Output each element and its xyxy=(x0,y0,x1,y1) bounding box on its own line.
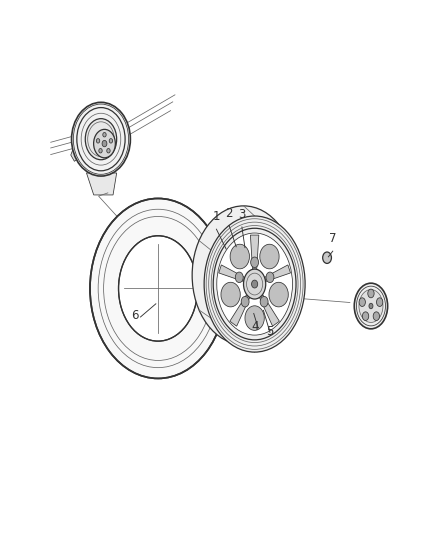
Ellipse shape xyxy=(106,149,110,153)
Text: 7: 7 xyxy=(328,232,336,245)
Ellipse shape xyxy=(358,298,364,306)
Ellipse shape xyxy=(265,272,273,282)
Ellipse shape xyxy=(71,102,130,176)
Ellipse shape xyxy=(353,283,387,329)
Ellipse shape xyxy=(99,149,102,153)
Polygon shape xyxy=(86,173,117,195)
Ellipse shape xyxy=(260,296,268,307)
Ellipse shape xyxy=(358,289,382,322)
Ellipse shape xyxy=(216,233,292,335)
Ellipse shape xyxy=(118,236,197,341)
Text: 6: 6 xyxy=(131,309,138,322)
Ellipse shape xyxy=(244,306,264,330)
Ellipse shape xyxy=(322,252,331,263)
Polygon shape xyxy=(259,295,279,326)
Ellipse shape xyxy=(259,244,279,269)
Ellipse shape xyxy=(361,312,368,320)
Text: 1: 1 xyxy=(212,211,220,223)
Polygon shape xyxy=(218,265,244,281)
Ellipse shape xyxy=(368,303,372,309)
Ellipse shape xyxy=(251,280,257,288)
Polygon shape xyxy=(230,295,249,326)
Text: 4: 4 xyxy=(251,320,259,333)
Text: 5: 5 xyxy=(266,325,273,337)
Polygon shape xyxy=(250,235,258,269)
Ellipse shape xyxy=(220,282,240,307)
Ellipse shape xyxy=(240,296,248,307)
Text: 2: 2 xyxy=(225,207,233,220)
Polygon shape xyxy=(264,265,290,281)
Ellipse shape xyxy=(376,298,382,306)
Ellipse shape xyxy=(109,139,112,143)
Polygon shape xyxy=(71,146,81,161)
Ellipse shape xyxy=(93,130,115,158)
Ellipse shape xyxy=(235,272,243,282)
Ellipse shape xyxy=(268,282,288,307)
Ellipse shape xyxy=(367,289,373,298)
Ellipse shape xyxy=(85,119,117,160)
Ellipse shape xyxy=(243,269,265,299)
Text: 3: 3 xyxy=(238,208,245,221)
Ellipse shape xyxy=(96,139,99,143)
Ellipse shape xyxy=(192,206,294,345)
Ellipse shape xyxy=(90,198,226,378)
Ellipse shape xyxy=(204,216,304,352)
Ellipse shape xyxy=(372,312,379,320)
Ellipse shape xyxy=(102,140,107,147)
Ellipse shape xyxy=(102,133,106,137)
Ellipse shape xyxy=(250,257,258,268)
Ellipse shape xyxy=(230,244,249,269)
